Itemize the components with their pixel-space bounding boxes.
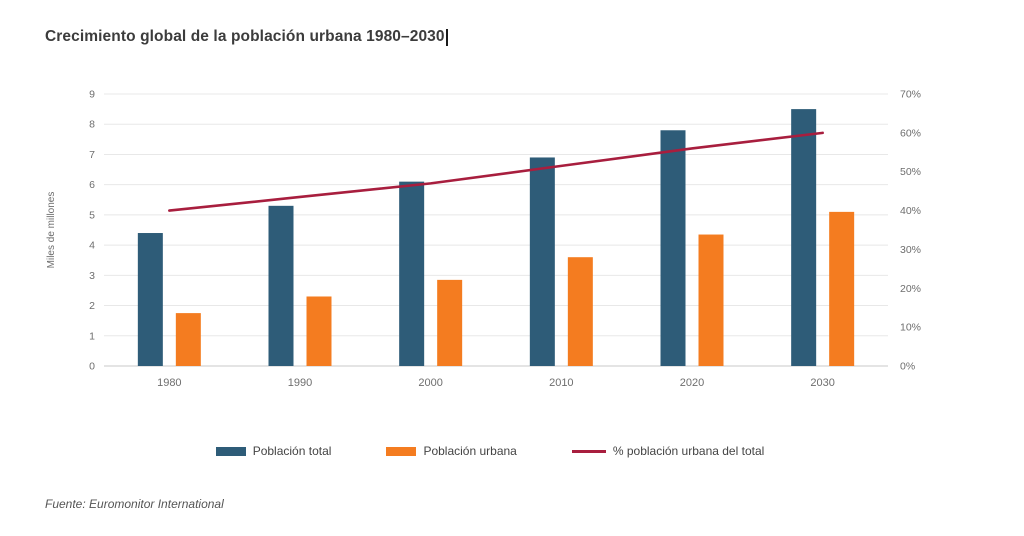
bar-poblacion-total-1980 <box>137 233 163 366</box>
source-note: Fuente: Euromonitor International <box>45 497 224 511</box>
x-axis-label: 2020 <box>680 377 704 389</box>
legend-swatch-poblacion-total <box>215 446 246 456</box>
left-axis-tick-label: 8 <box>89 119 95 131</box>
x-axis-label: 1990 <box>288 377 312 389</box>
x-axis-label: 2030 <box>810 377 834 389</box>
left-axis-tick-label: 2 <box>89 300 95 312</box>
chart-canvas: 0 1 2 3 4 5 6 7 8 9 0% 10% 20% 30% 40% 50% 60% 70% 1980 199… <box>46 89 921 390</box>
left-axis-tick-label: 0 <box>89 361 95 373</box>
legend-item-poblacion-urbana: Población urbana <box>386 444 517 458</box>
bar-poblacion-urbana-1980 <box>175 313 201 366</box>
legend-swatch-pct-urbana <box>571 449 606 453</box>
title-row: Crecimiento global de la población urban… <box>45 28 448 46</box>
right-axis-tick-label: 60% <box>900 127 921 139</box>
bar-poblacion-total-2030 <box>791 109 817 366</box>
right-axis-tick-label: 10% <box>900 322 921 334</box>
right-axis-tick-label: 40% <box>900 205 921 217</box>
bar-poblacion-total-1990 <box>268 205 294 366</box>
bar-poblacion-urbana-2020 <box>698 234 724 366</box>
text-cursor <box>445 28 448 46</box>
left-axis-tick-label: 3 <box>89 270 95 282</box>
legend-item-poblacion-total: Población total <box>215 444 332 458</box>
pct-urbana-line <box>168 131 824 212</box>
bar-poblacion-total-2010 <box>529 157 555 366</box>
left-axis-tick-label: 4 <box>89 240 95 252</box>
bar-poblacion-total-2020 <box>660 130 686 366</box>
legend-label-poblacion-urbana: Población urbana <box>423 444 517 458</box>
x-axis-label: 1980 <box>157 377 181 389</box>
left-axis-tick-label: 5 <box>89 209 95 221</box>
left-axis-tick-label: 1 <box>89 330 95 342</box>
left-axis-title: Miles de millones <box>46 192 57 269</box>
legend-label-poblacion-total: Población total <box>252 444 332 458</box>
legend-item-pct-urbana: % población urbana del total <box>571 444 765 458</box>
legend-swatch-poblacion-urbana <box>386 446 417 456</box>
bar-poblacion-urbana-2000 <box>437 279 463 366</box>
right-axis-tick-label: 70% <box>900 89 921 101</box>
left-axis-tick-label: 7 <box>89 149 95 161</box>
bar-poblacion-total-2000 <box>399 181 425 366</box>
x-axis-label: 2000 <box>418 377 442 389</box>
right-axis-tick-label: 20% <box>900 283 921 295</box>
chart-title[interactable]: Crecimiento global de la población urban… <box>45 28 445 45</box>
bar-poblacion-urbana-2010 <box>567 257 593 366</box>
left-axis-tick-label: 9 <box>89 89 95 101</box>
right-axis-tick-label: 0% <box>900 361 915 373</box>
legend-label-pct-urbana: % población urbana del total <box>612 444 765 458</box>
right-axis-tick-label: 30% <box>900 244 921 256</box>
chart-legend: Población total Población urbana % pobla… <box>40 444 940 458</box>
left-axis-tick-label: 6 <box>89 179 95 191</box>
bar-poblacion-urbana-2030 <box>829 211 855 366</box>
bar-poblacion-urbana-1990 <box>306 296 332 366</box>
x-axis-label: 2010 <box>549 377 573 389</box>
right-axis-tick-label: 50% <box>900 166 921 178</box>
